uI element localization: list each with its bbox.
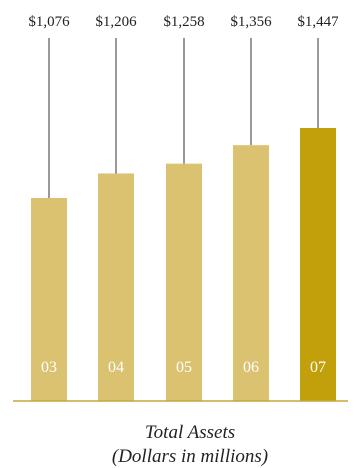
chart-subtitle: (Dollars in millions) xyxy=(112,446,268,467)
value-label-03: $1,076 xyxy=(28,14,70,30)
year-label-07: 07 xyxy=(310,359,326,376)
value-label-06: $1,356 xyxy=(230,14,272,30)
bar-03 xyxy=(31,197,67,401)
bar-04 xyxy=(98,173,134,401)
value-label-07: $1,447 xyxy=(297,14,339,30)
value-label-05: $1,258 xyxy=(163,14,204,30)
year-label-03: 03 xyxy=(41,359,57,376)
chart-title: Total Assets xyxy=(145,422,235,443)
year-labels-layer: 03 04 05 06 07 xyxy=(41,359,326,376)
year-label-04: 04 xyxy=(108,359,124,376)
bar-07 xyxy=(300,128,336,401)
bars-layer xyxy=(31,128,336,401)
year-label-05: 05 xyxy=(176,359,192,376)
bar-05 xyxy=(166,163,202,401)
leader-lines-layer xyxy=(48,38,319,198)
year-label-06: 06 xyxy=(243,359,259,376)
value-label-04: $1,206 xyxy=(95,14,137,30)
bar-06 xyxy=(233,145,269,401)
value-labels-layer: $1,076 $1,206 $1,258 $1,356 $1,447 xyxy=(28,14,339,30)
